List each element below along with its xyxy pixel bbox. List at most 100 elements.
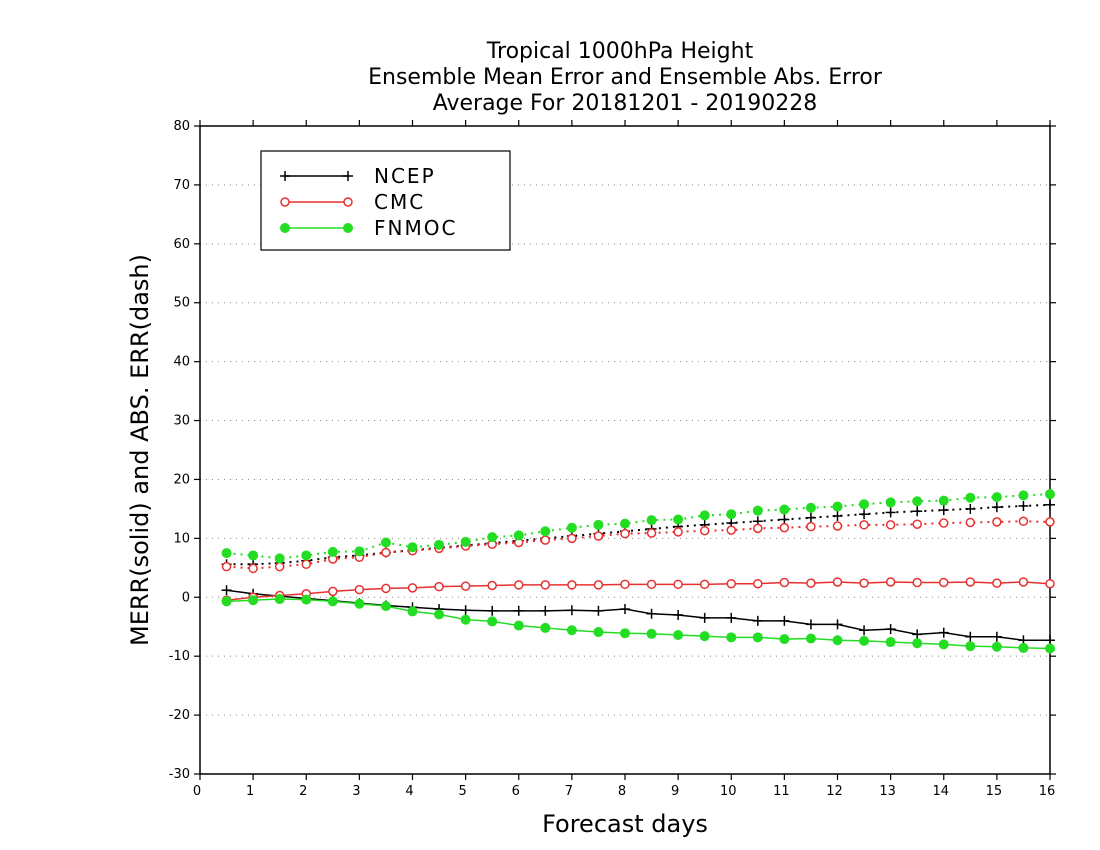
series-fnmoc-abs-err-point [646, 515, 657, 526]
series-cmc-abs-err-point [620, 528, 630, 539]
series-fnmoc-abs-err-point [460, 536, 471, 547]
series-ncep-merr-point [540, 605, 551, 616]
series-fnmoc-abs-err-point [1018, 490, 1029, 501]
series-ncep-abs-err-point [912, 506, 923, 517]
series-fnmoc-merr-point [938, 639, 949, 650]
series-fnmoc-merr-point [380, 601, 391, 612]
series-fnmoc-merr-point [885, 637, 896, 648]
series-fnmoc-merr-point [912, 638, 923, 649]
series-fnmoc-abs-err-line [226, 493, 1051, 560]
series-ncep-abs-err-point [1018, 500, 1029, 511]
series-cmc-abs-err-point [567, 533, 577, 544]
y-tick-label: 20 [173, 472, 190, 487]
series-cmc-merr-point [912, 577, 922, 588]
legend-entry-cmc: CMC [280, 190, 423, 214]
series-fnmoc [221, 489, 1055, 654]
series-fnmoc-merr-point [673, 629, 684, 640]
series-ncep-abs-err-line [226, 503, 1051, 566]
series-fnmoc-abs-err-point [912, 496, 923, 507]
x-tick-label: 6 [512, 784, 520, 799]
x-tick-label: 7 [565, 784, 573, 799]
series-fnmoc-merr-point [460, 614, 471, 625]
series-fnmoc-merr-point [407, 606, 418, 617]
series-cmc-abs-err-point [912, 519, 922, 529]
legend-marker-cmc [343, 197, 353, 207]
series-fnmoc-abs-err-point [699, 510, 710, 521]
x-tick-label: 16 [1039, 784, 1056, 799]
legend-marker-fnmoc [280, 223, 290, 233]
series-fnmoc-abs-err-point [938, 495, 949, 506]
series-fnmoc-abs-err-point [327, 546, 338, 557]
series-cmc-abs-err-point [859, 520, 869, 530]
series-cmc-abs-err-point [806, 521, 816, 532]
series-fnmoc-abs-err-point [752, 505, 763, 516]
series-fnmoc-abs-err-point [1045, 489, 1055, 500]
series-cmc-abs-err-point [885, 520, 896, 530]
series-fnmoc-merr-point [699, 631, 710, 642]
series-cmc-merr-point [992, 578, 1002, 588]
x-tick-label: 2 [299, 784, 307, 799]
series-fnmoc-merr-point [274, 594, 285, 605]
series-fnmoc-abs-err-point [380, 537, 391, 548]
series-fnmoc-abs-err-point [965, 492, 976, 503]
series-fnmoc-merr-point [301, 594, 312, 605]
series-fnmoc-abs-err-point [832, 501, 843, 512]
chart-title: Tropical 1000hPa Height Ensemble Mean Er… [368, 39, 883, 116]
y-axis-title: MERR(solid) and ABS. ERR(dash) [126, 254, 154, 646]
series-fnmoc-abs-err-point [885, 497, 896, 508]
series-fnmoc-merr-point [566, 625, 577, 636]
series-fnmoc-merr-point [434, 609, 445, 620]
series-cmc-merr-point [514, 580, 524, 590]
series-ncep-merr-point [938, 627, 949, 638]
series-cmc-abs-err-line [226, 520, 1051, 570]
legend-box [260, 150, 511, 251]
series-fnmoc-merr-point [513, 620, 524, 631]
series-fnmoc-merr-line [226, 598, 1051, 650]
series-ncep [221, 499, 1055, 646]
series-cmc-merr-point [540, 580, 551, 590]
series-cmc-merr-point [567, 580, 577, 590]
series-cmc-abs-err-point [673, 527, 683, 537]
x-tick-label: 10 [720, 784, 737, 799]
series-cmc-merr-point [832, 577, 843, 587]
series-cmc-merr-point [1018, 577, 1029, 587]
series-ncep-merr-point [487, 605, 498, 616]
series-ncep-merr-point [673, 609, 684, 620]
series-ncep-merr-point [912, 629, 923, 640]
x-tick-label: 11 [773, 784, 790, 799]
series-ncep-merr-point [593, 605, 604, 616]
y-tick-label: -20 [169, 708, 190, 723]
legend-marker-ncep [343, 171, 353, 181]
series-cmc-merr-point [1045, 578, 1055, 589]
chart-title-line-1: Tropical 1000hPa Height [486, 39, 754, 64]
series-ncep-abs-err-point [991, 502, 1002, 513]
x-tick-label: 3 [352, 784, 360, 799]
series-cmc-abs-err-point [753, 523, 763, 534]
series-ncep-abs-err-point [1045, 499, 1055, 510]
series-cmc-merr-point [620, 579, 630, 590]
series-cmc-abs-err-point [992, 517, 1002, 527]
series-cmc-merr-point [354, 584, 365, 595]
series-fnmoc-abs-err-point [434, 539, 445, 550]
series-fnmoc-abs-err-point [540, 526, 551, 537]
x-tick-label: 0 [193, 784, 201, 799]
chart-title-line-2: Ensemble Mean Error and Ensemble Abs. Er… [368, 65, 883, 90]
series-ncep-abs-err-point [832, 510, 843, 521]
series-fnmoc-merr-point [487, 616, 498, 627]
series-cmc-merr-point [593, 580, 604, 590]
series-fnmoc-abs-err-point [859, 499, 870, 510]
series-fnmoc-merr-point [1018, 642, 1029, 653]
series-cmc-merr-point [460, 581, 471, 591]
legend-label-fnmoc: FNMOC [374, 216, 457, 240]
series-ncep-abs-err-point [779, 514, 790, 525]
series-group [221, 489, 1055, 654]
series-cmc-abs-err-point [381, 547, 391, 558]
series-cmc-abs-err-point [301, 559, 311, 570]
x-axis-title: Forecast days [542, 810, 708, 838]
series-cmc-merr-point [646, 579, 657, 590]
series-fnmoc-abs-err-point [779, 504, 790, 515]
grid [200, 184, 1050, 716]
series-fnmoc-abs-err-point [487, 532, 498, 543]
series-fnmoc-abs-err-point [301, 550, 312, 561]
